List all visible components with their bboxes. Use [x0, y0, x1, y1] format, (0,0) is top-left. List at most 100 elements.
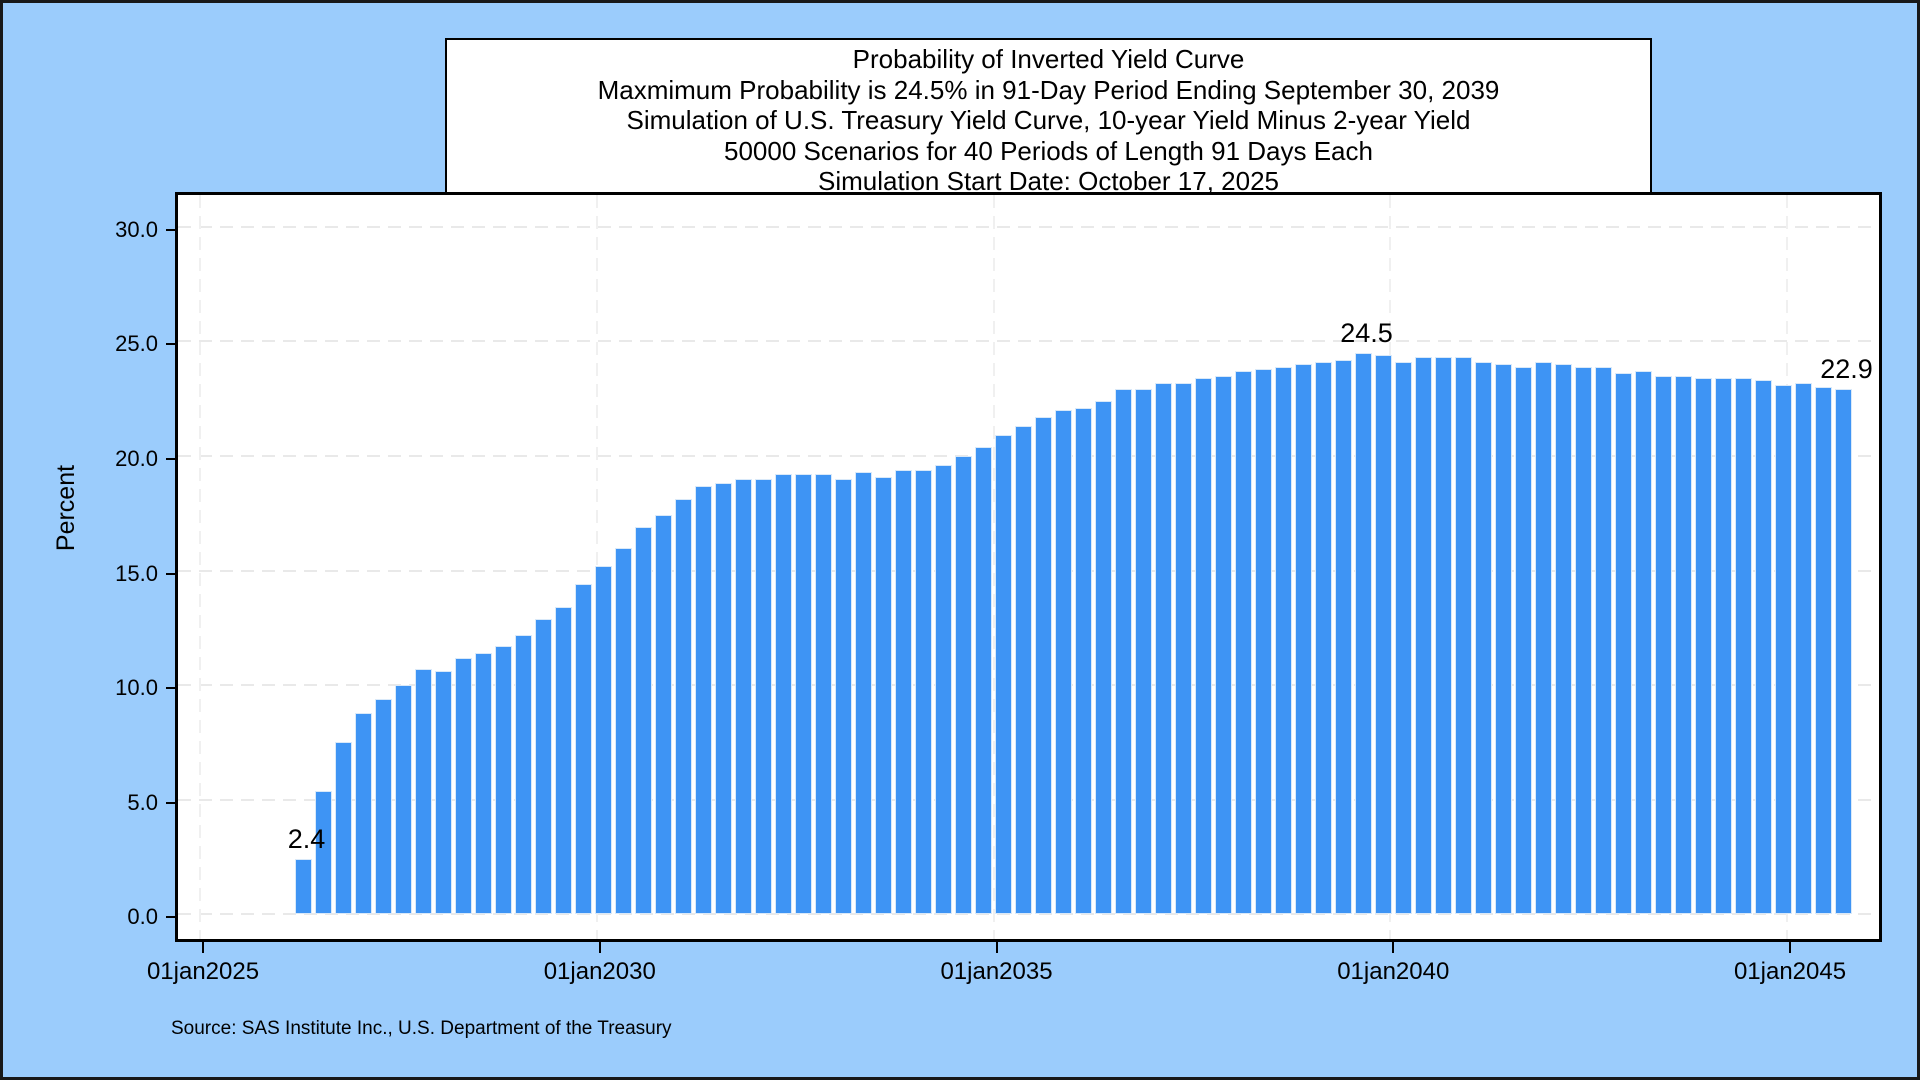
bar-period-57: [1415, 357, 1432, 915]
bar-period-55: [1375, 355, 1392, 915]
bar-period-6: [395, 685, 412, 915]
bar-period-21: [695, 485, 712, 915]
bar-period-7: [415, 669, 432, 915]
bar-period-12: [515, 634, 532, 915]
x-tick-01jan2040: [1392, 939, 1395, 953]
x-tick-01jan2045: [1789, 939, 1791, 953]
bar-period-40: [1075, 407, 1092, 915]
bar-period-42: [1115, 389, 1132, 915]
bar-period-53: [1335, 359, 1352, 915]
title-line-1: Probability of Inverted Yield Curve: [852, 44, 1245, 74]
bar-period-10: [475, 653, 492, 915]
x-tick-label-01jan2035: 01jan2035: [940, 958, 1053, 985]
bar-label-2.4: 2.4: [287, 824, 326, 855]
bar-period-9: [455, 657, 472, 915]
bar-period-49: [1255, 368, 1272, 915]
bar-period-67: [1615, 373, 1632, 915]
title-line-2: Maxmimum Probability is 24.5% in 91-Day …: [597, 74, 1500, 105]
x-tick-01jan2030: [598, 939, 601, 953]
x-tick-label-01jan2040: 01jan2040: [1337, 958, 1450, 985]
bar-period-3: [335, 742, 352, 915]
y-tick-25.0: [166, 343, 178, 346]
x-tick-label-01jan2045: 01jan2045: [1733, 958, 1847, 985]
plot-area: [175, 192, 1882, 942]
x-tick-label-01jan2025: 01jan2025: [146, 958, 260, 985]
bar-period-41: [1095, 400, 1112, 915]
bar-period-38: [1035, 416, 1052, 915]
y-tick-10.0: [166, 687, 178, 690]
bar-period-25: [775, 474, 792, 915]
bar-period-33: [935, 465, 952, 915]
bar-period-32: [915, 469, 932, 915]
bar-label-24.5: 24.5: [1340, 317, 1393, 348]
y-tick-30.0: [166, 228, 178, 231]
source-note: Source: SAS Institute Inc., U.S. Departm…: [171, 1018, 672, 1039]
bar-period-52: [1315, 361, 1332, 915]
bar-period-17: [615, 547, 632, 915]
bar-period-36: [995, 435, 1012, 915]
y-tick-20.0: [166, 457, 178, 460]
bar-period-26: [795, 474, 812, 915]
bar-period-2: [315, 790, 332, 915]
y-tick-label-15.0: 15.0: [115, 560, 158, 586]
bar-period-27: [815, 474, 832, 915]
bar-period-64: [1555, 364, 1572, 915]
bar-period-31: [895, 469, 912, 915]
bar-period-65: [1575, 366, 1592, 915]
bar-period-13: [535, 618, 552, 915]
bar-period-72: [1715, 377, 1732, 915]
chart-title-box: Probability of Inverted Yield Curve Maxm…: [445, 38, 1652, 200]
y-tick-0.0: [166, 916, 178, 919]
bar-period-22: [715, 483, 732, 915]
bar-period-35: [975, 446, 992, 915]
bar-period-39: [1055, 410, 1072, 915]
bar-period-37: [1015, 426, 1032, 915]
bar-period-50: [1275, 366, 1292, 915]
bar-period-60: [1475, 361, 1492, 915]
x-tick-01jan2035: [995, 939, 998, 953]
y-tick-15.0: [166, 572, 178, 575]
bar-period-61: [1495, 364, 1512, 915]
bar-period-14: [555, 607, 572, 915]
bar-period-11: [495, 646, 512, 915]
gridline-h-25.0: [178, 340, 1879, 343]
y-axis-title: Percent: [52, 464, 80, 552]
bar-period-63: [1535, 361, 1552, 915]
bar-period-30: [875, 476, 892, 915]
bar-period-68: [1635, 371, 1652, 915]
gridline-v-01jan2025: [199, 195, 201, 939]
bar-period-45: [1175, 382, 1192, 915]
bar-label-22.9: 22.9: [1820, 354, 1873, 385]
bar-period-18: [635, 526, 652, 915]
bar-period-62: [1515, 366, 1532, 915]
bar-period-48: [1235, 371, 1252, 915]
bar-period-43: [1135, 389, 1152, 915]
y-tick-5.0: [166, 801, 178, 804]
bar-period-77: [1815, 387, 1832, 915]
bar-period-24: [755, 478, 772, 915]
bar-period-4: [355, 712, 372, 915]
bar-period-34: [955, 455, 972, 915]
title-line-3: Simulation of U.S. Treasury Yield Curve,…: [626, 105, 1471, 136]
bar-period-15: [575, 584, 592, 915]
bar-period-51: [1295, 364, 1312, 915]
x-tick-01jan2025: [202, 939, 204, 953]
y-tick-label-5.0: 5.0: [127, 789, 158, 815]
bar-period-23: [735, 478, 752, 915]
bar-period-47: [1215, 375, 1232, 915]
y-tick-label-25.0: 25.0: [115, 331, 158, 357]
bar-period-74: [1755, 380, 1772, 915]
y-tick-label-10.0: 10.0: [115, 675, 158, 701]
bar-period-19: [655, 515, 672, 915]
bar-period-1: [295, 859, 312, 915]
bar-period-69: [1655, 375, 1672, 915]
bar-period-46: [1195, 377, 1212, 915]
bar-period-71: [1695, 377, 1712, 915]
gridline-h-30.0: [178, 225, 1879, 228]
bar-period-76: [1795, 382, 1812, 915]
y-tick-label-20.0: 20.0: [115, 445, 158, 471]
bar-period-44: [1155, 382, 1172, 915]
bar-period-20: [675, 499, 692, 915]
bar-period-75: [1775, 384, 1792, 915]
